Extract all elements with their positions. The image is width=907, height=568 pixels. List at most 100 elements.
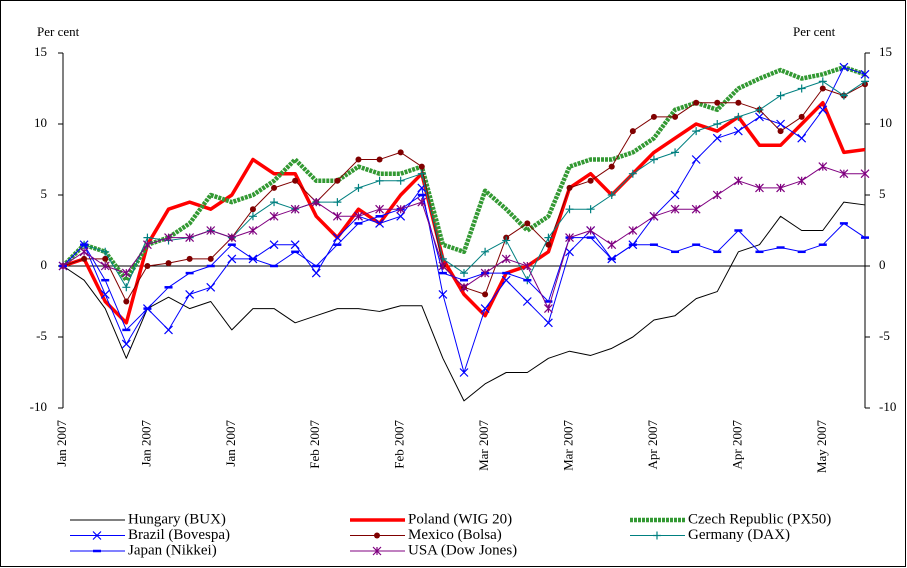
y-tick-label: 10 [34,115,47,130]
marker [81,255,88,262]
y2-tick-label: -10 [879,399,896,414]
marker [670,204,680,214]
marker [777,128,784,135]
marker [714,99,721,106]
marker [672,113,679,120]
x-tick-label: Feb 2007 [392,420,407,469]
marker [501,275,511,285]
x-tick-label: Jan 2007 [54,420,69,467]
legend-marker [374,532,380,539]
marker [206,282,216,292]
marker [375,204,385,214]
y2-tick-label: -5 [879,328,890,343]
marker [100,261,110,271]
marker [460,269,468,278]
marker [332,211,342,221]
marker [797,84,806,93]
marker [650,113,657,120]
marker [712,190,722,200]
marker [206,226,216,235]
y-tick-label: 0 [41,257,48,272]
marker [164,325,173,335]
series-line [62,83,866,302]
marker [565,205,574,214]
marker [522,261,532,271]
marker [693,99,700,106]
marker [144,263,151,269]
marker [649,211,659,221]
marker [249,206,256,213]
marker [333,198,342,207]
x-tick-label: Jan 2007 [223,420,238,467]
marker [122,283,131,292]
marker [608,163,615,170]
marker [691,204,701,214]
series-line [61,64,866,283]
marker [121,339,131,349]
marker [713,120,722,128]
marker [734,112,743,121]
y2-tick-label: 10 [879,115,892,130]
marker [269,240,279,250]
marker [186,255,193,262]
marker [482,291,489,298]
marker [375,218,385,228]
marker [733,176,743,186]
marker [334,177,341,184]
marker [860,69,870,79]
marker [185,233,195,243]
y-tick-label: 5 [41,186,48,201]
marker [418,163,425,170]
x-tick-label: Mar 2007 [476,420,491,471]
marker [123,298,130,305]
y2-tick-label: 0 [879,257,886,272]
marker [628,169,637,178]
marker [839,62,849,72]
marker [290,204,300,214]
marker [397,149,404,156]
marker [354,183,363,192]
marker [227,233,237,243]
marker [818,77,827,86]
marker [311,197,321,207]
marker [269,211,279,221]
y2-tick-label: 5 [879,186,886,201]
marker [797,133,807,143]
series-line [62,80,866,288]
marker [459,282,469,292]
marker [459,368,469,377]
marker [121,268,131,278]
marker [649,155,658,164]
legend-label: Czech Republic (PX50) [688,511,831,527]
marker [818,162,828,172]
marker [692,127,701,136]
marker [629,128,636,135]
marker [818,105,828,115]
marker [798,113,805,120]
marker [354,211,363,221]
marker [861,77,869,86]
legend-label: Japan (Nikkei) [128,542,217,558]
marker [417,169,426,178]
marker [438,289,448,299]
legend-marker [92,531,102,540]
marker [524,220,531,227]
marker [755,112,764,122]
marker [481,247,490,256]
marker [712,133,722,143]
marker [735,99,742,106]
marker [671,148,680,157]
marker [607,240,617,250]
marker [227,254,237,264]
marker [543,318,553,328]
marker [628,226,638,235]
marker [565,233,574,243]
legend-label: Mexico (Bolsa) [408,527,502,543]
marker [355,156,362,163]
marker [207,255,214,262]
marker [248,226,258,235]
marker [270,198,279,207]
legend-marker [653,531,661,540]
